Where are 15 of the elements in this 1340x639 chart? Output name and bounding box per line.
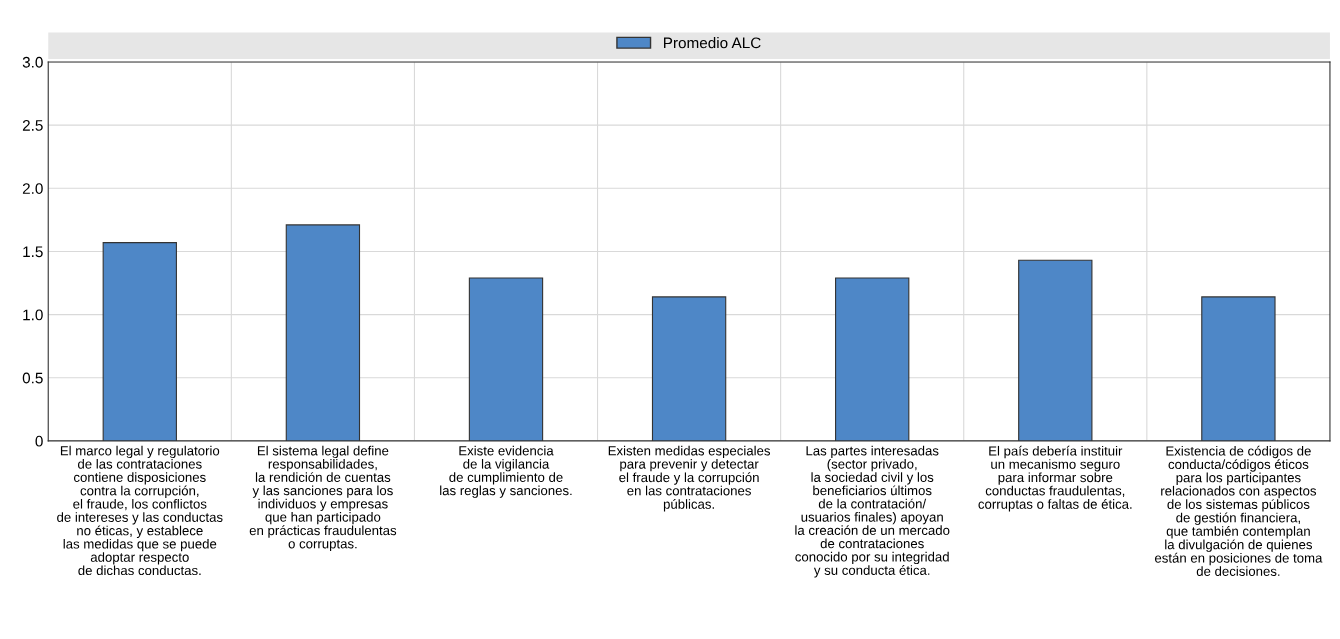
x-tick-label: Existen medidas especiales para prevenir y detectar el fraude y la corrupción en las contrataciones públicas.: [608, 445, 771, 512]
y-tick-label: 0.5: [22, 372, 43, 384]
x-tick-label: Existe evidencia de la vigilancia de cumplimiento de las reglas y sanciones.: [440, 445, 572, 498]
y-tick-label: 1.5: [23, 246, 43, 258]
x-tick-label: El país debería instituir un mecanismo seguro para informar sobre conductas fraudulentas, corruptas o faltas de ética.: [978, 445, 1132, 512]
y-tick-label: 2.0: [22, 183, 43, 194]
y-tick-label: 0: [35, 435, 43, 447]
y-tick-label: 1.0: [23, 309, 43, 321]
category-label: Existencia de códigos de conducta/códigos éticos para los participantes relacionados con aspectos de los sistemas públicos de gestión financiera, que también contemplan la divulgación de quienes están en posiciones de toma de decisiones.: [1154, 445, 1323, 576]
category-label: Las partes interesadas (sector privado, la sociedad civil y los beneficiarios últimos de la contratación/ usuarios finales) apoyan la creación de un mercado de contrataciones conocido por su integridad y su conducta ética.: [795, 445, 950, 578]
category-label: El marco legal y regulatorio de las contrataciones contiene disposiciones contra la corrupción, el fraude, los conflictos de intereses y las conductas no éticas, y establece las medidas que se puede adoptar respecto de dichas conductas.: [57, 445, 223, 576]
y-tick-label: 2.5: [22, 120, 43, 131]
x-tick-label: El sistema legal define responsabilidades, la rendición de cuentas y las sanciones para los individuos y empresas que han participado en prácticas fraudulentas o corruptas.: [249, 445, 397, 552]
legend-label: Promedio ALC: [664, 37, 761, 49]
y-tick-label: 3.0: [22, 56, 43, 68]
